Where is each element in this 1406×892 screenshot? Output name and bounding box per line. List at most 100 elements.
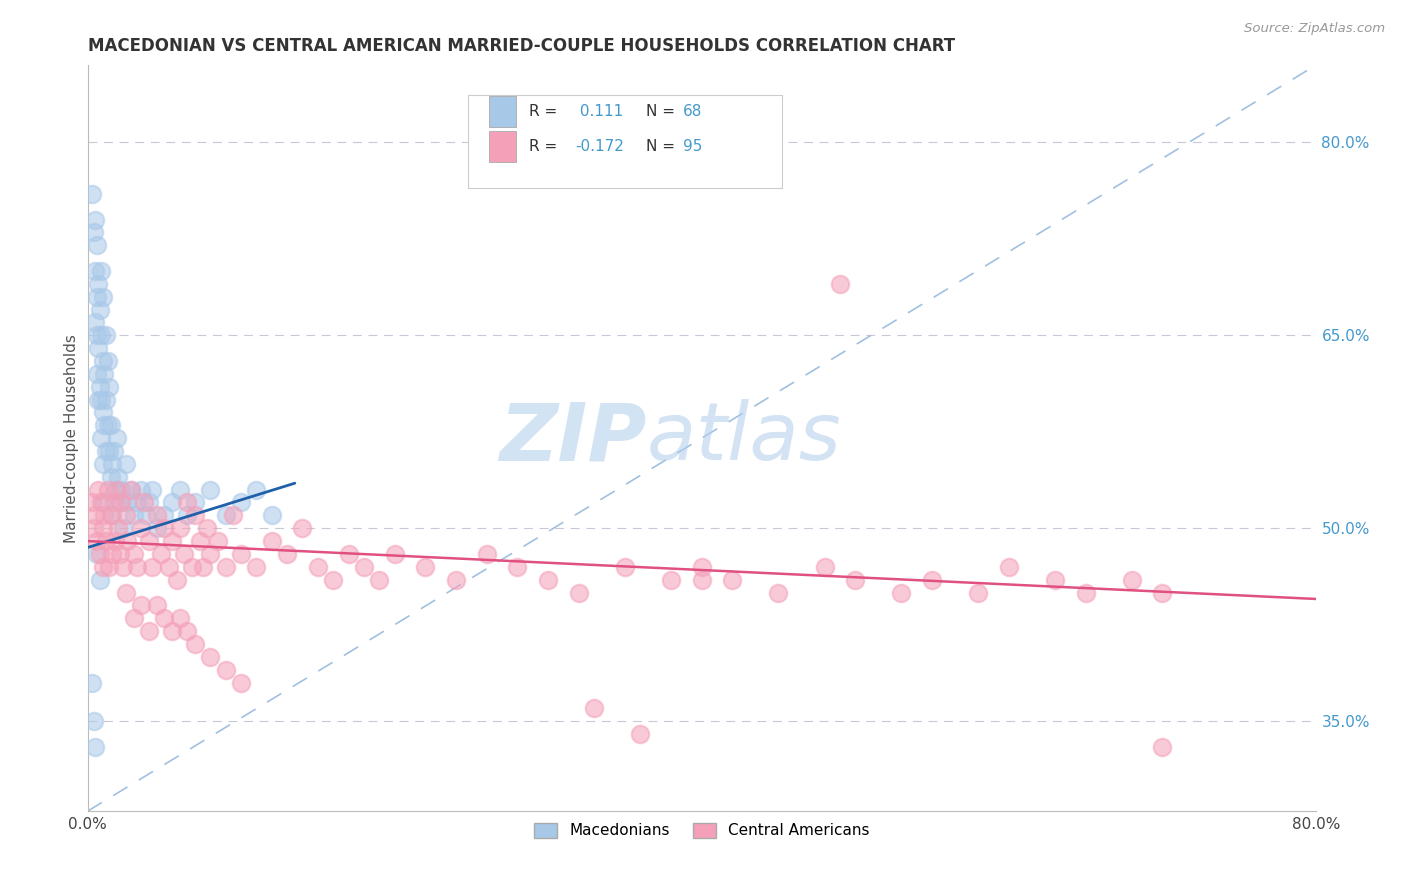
Point [229, 547, 252, 561]
Point [384, 547, 406, 561]
Point [86, 367, 108, 381]
Point [82, 675, 104, 690]
Point [160, 534, 183, 549]
Point [200, 547, 222, 561]
Point [87, 392, 110, 407]
Point [120, 483, 142, 497]
Point [215, 508, 238, 523]
Point [90, 495, 112, 509]
Point [108, 547, 131, 561]
Point [415, 559, 437, 574]
Point [506, 559, 529, 574]
Point [94, 392, 117, 407]
Point [166, 573, 188, 587]
Point [260, 534, 283, 549]
Point [150, 547, 173, 561]
Point [921, 573, 943, 587]
Point [138, 534, 160, 549]
Point [89, 380, 111, 394]
Point [129, 599, 152, 613]
Point [96, 354, 118, 368]
Point [1152, 739, 1174, 754]
Point [89, 302, 111, 317]
Point [690, 559, 713, 574]
Point [153, 611, 176, 625]
Point [1074, 585, 1097, 599]
Point [100, 418, 122, 433]
Point [107, 469, 129, 483]
Point [129, 521, 152, 535]
Point [91, 495, 114, 509]
Point [184, 508, 207, 523]
Point [260, 508, 283, 523]
Text: N =: N = [647, 104, 675, 119]
Point [90, 328, 112, 343]
Point [138, 624, 160, 639]
Point [87, 277, 110, 291]
Text: atlas: atlas [647, 400, 841, 477]
Point [353, 559, 375, 574]
Point [93, 418, 115, 433]
Point [721, 573, 744, 587]
Point [222, 508, 245, 523]
Point [1043, 573, 1066, 587]
Point [890, 585, 912, 599]
Point [229, 675, 252, 690]
Point [89, 573, 111, 587]
Point [103, 444, 125, 458]
Point [82, 495, 104, 509]
Point [188, 534, 211, 549]
Point [844, 573, 866, 587]
Point [122, 547, 145, 561]
Point [568, 585, 591, 599]
Point [98, 559, 121, 574]
Point [768, 585, 790, 599]
Bar [489, 95, 516, 127]
Point [967, 585, 990, 599]
Point [84, 508, 107, 523]
Point [628, 727, 651, 741]
Point [176, 508, 198, 523]
Point [91, 405, 114, 419]
Point [153, 508, 176, 523]
Point [181, 559, 204, 574]
Point [157, 559, 180, 574]
Point [145, 599, 167, 613]
Point [91, 290, 114, 304]
Point [176, 624, 198, 639]
Text: 95: 95 [683, 139, 703, 154]
Point [690, 573, 713, 587]
Point [83, 226, 105, 240]
Legend: Macedonians, Central Americans: Macedonians, Central Americans [529, 817, 876, 845]
Text: MACEDONIAN VS CENTRAL AMERICAN MARRIED-COUPLE HOUSEHOLDS CORRELATION CHART: MACEDONIAN VS CENTRAL AMERICAN MARRIED-C… [87, 37, 955, 55]
Point [90, 264, 112, 278]
Point [86, 328, 108, 343]
FancyBboxPatch shape [468, 95, 782, 188]
Point [82, 186, 104, 201]
Point [122, 611, 145, 625]
Point [111, 521, 134, 535]
Point [100, 508, 122, 523]
Point [291, 521, 314, 535]
Point [94, 444, 117, 458]
Point [108, 495, 131, 509]
Point [215, 559, 238, 574]
Point [307, 559, 329, 574]
Text: Source: ZipAtlas.com: Source: ZipAtlas.com [1244, 22, 1385, 36]
Y-axis label: Married-couple Households: Married-couple Households [65, 334, 79, 542]
Point [537, 573, 560, 587]
Point [90, 392, 112, 407]
Point [659, 573, 682, 587]
Point [84, 264, 107, 278]
Point [83, 521, 105, 535]
Point [1152, 585, 1174, 599]
Point [117, 534, 139, 549]
Point [141, 483, 163, 497]
Point [84, 315, 107, 329]
Point [184, 495, 207, 509]
Point [120, 483, 142, 497]
Point [191, 559, 214, 574]
Point [613, 559, 636, 574]
Point [107, 521, 129, 535]
Point [91, 354, 114, 368]
